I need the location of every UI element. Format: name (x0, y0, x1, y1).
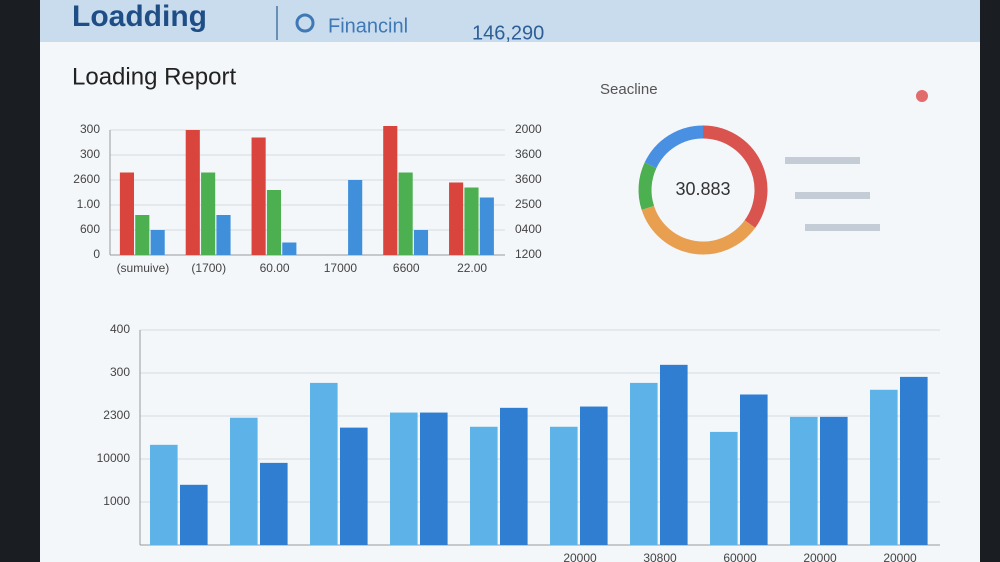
bar (185, 130, 200, 255)
header-bar (40, 0, 980, 42)
y2-tick-label: 2500 (515, 197, 542, 211)
app-title: Loadding (72, 0, 207, 33)
bar (870, 389, 898, 545)
donut-segment (638, 162, 657, 210)
section-title: Financinl (328, 15, 408, 37)
bar (420, 412, 448, 545)
donut-center: 30.883 (675, 179, 730, 199)
donut-segment (702, 125, 768, 228)
bar (464, 187, 479, 255)
bar (820, 416, 848, 545)
bar (470, 426, 498, 545)
x-tick-label: 22.00 (457, 261, 487, 275)
blur (785, 157, 860, 164)
y-tick-label: 2600 (73, 172, 100, 186)
x-tick-label: (sumuive) (117, 261, 170, 275)
y2-tick-label: 3600 (515, 147, 542, 161)
bar (710, 431, 738, 545)
y-tick-label: 300 (80, 147, 100, 161)
report-title: Loading Report (72, 63, 236, 90)
x-tick-label: 60000 (723, 551, 757, 562)
bar (348, 180, 363, 255)
bar (150, 230, 165, 255)
y-tick-label: 600 (80, 222, 100, 236)
y-tick-label: 0 (93, 247, 100, 261)
donut-segment (641, 205, 756, 255)
donut-segment (644, 125, 704, 169)
blur (795, 192, 870, 199)
bar (900, 376, 928, 545)
bar (180, 484, 208, 545)
blurred-labels (785, 157, 880, 231)
bar (383, 126, 398, 255)
y-tick-label: 1000 (103, 494, 130, 508)
y-tick-label: 300 (110, 365, 130, 379)
y2-tick-label: 2000 (515, 122, 542, 136)
bar (266, 190, 282, 255)
x-tick-label: 6600 (393, 261, 420, 275)
x-tick-label: (1700) (191, 261, 226, 275)
bar (251, 137, 266, 255)
bar (790, 416, 818, 545)
header-figure: 146,290 (472, 22, 544, 44)
bar (260, 462, 288, 545)
x-tick-label: 17000 (324, 261, 358, 275)
bar (660, 364, 688, 545)
bar (201, 172, 216, 255)
status-dot (916, 90, 928, 102)
x-tick-label: 60.00 (260, 261, 290, 275)
bar (119, 172, 135, 255)
bar (150, 444, 178, 545)
y2-tick-label: 0400 (515, 222, 542, 236)
bar (500, 407, 528, 545)
y-tick-label: 2300 (103, 408, 130, 422)
bar (282, 242, 297, 255)
bar (310, 382, 338, 545)
x-tick-label: 30800 (643, 551, 677, 562)
bar (230, 417, 258, 545)
donut-title: Seacline (600, 81, 658, 98)
y2-tick-label: 1200 (515, 247, 542, 261)
y-tick-label: 10000 (97, 451, 131, 465)
bar (479, 197, 494, 255)
x-tick-label: 20000 (883, 551, 917, 562)
bar (413, 230, 429, 255)
y-tick-label: 1.00 (77, 197, 101, 211)
bar (550, 426, 578, 545)
bar (449, 182, 464, 255)
bar (580, 406, 608, 545)
bar (740, 394, 768, 545)
y-tick-label: 400 (110, 322, 130, 336)
x-tick-label: 20000 (563, 551, 597, 562)
y2-tick-label: 3600 (515, 172, 542, 186)
y-tick-label: 300 (80, 122, 100, 136)
bar (135, 215, 150, 255)
bar (390, 412, 418, 545)
bar (630, 382, 658, 545)
bar (398, 172, 413, 255)
bar (340, 427, 368, 545)
bar (216, 215, 231, 255)
icon (295, 13, 315, 33)
x-tick-label: 20000 (803, 551, 837, 562)
blur (805, 224, 880, 231)
